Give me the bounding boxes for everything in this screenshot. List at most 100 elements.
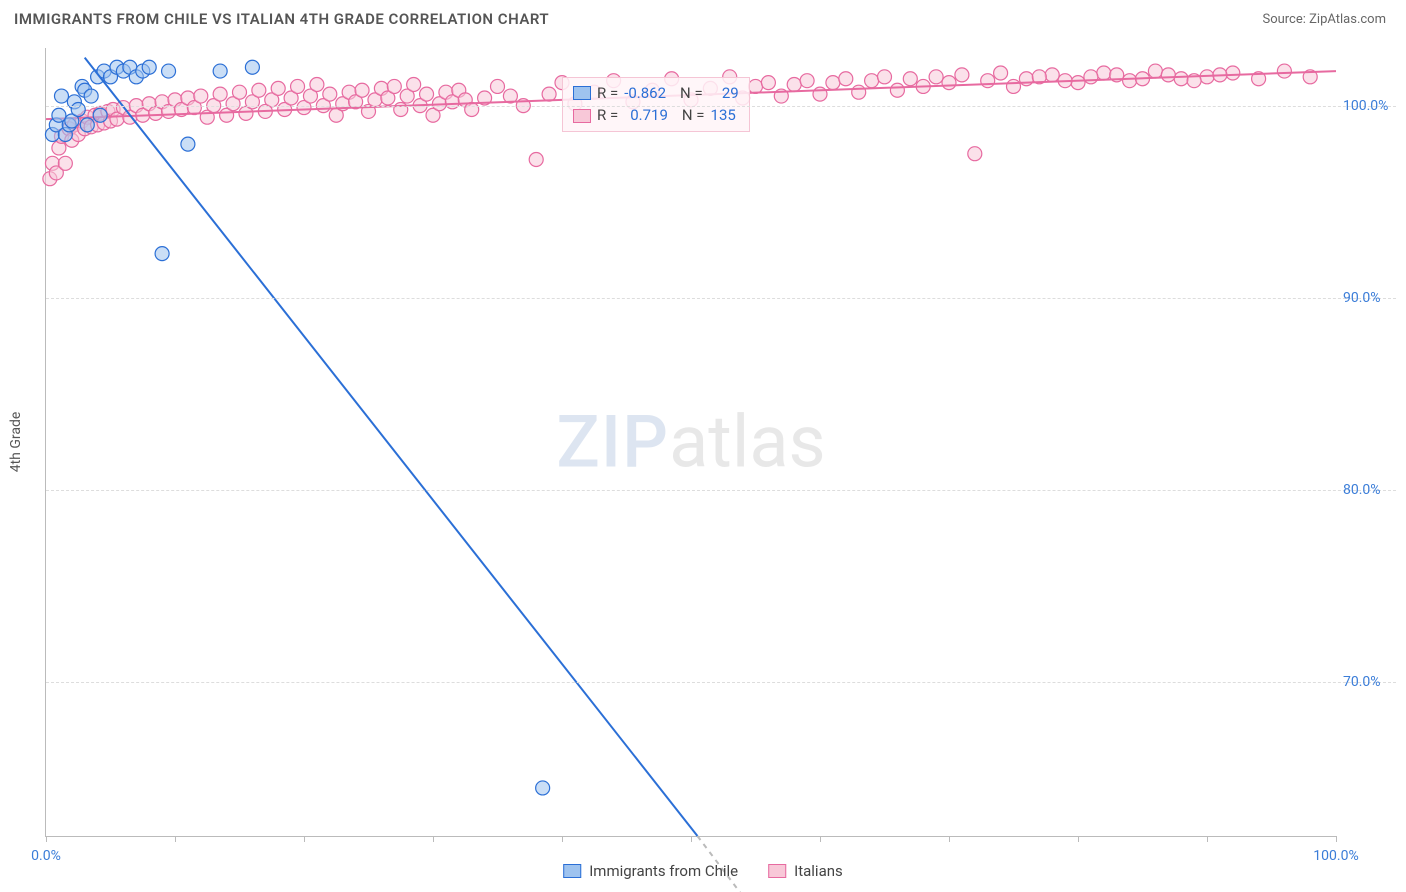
scatter-point bbox=[54, 89, 68, 103]
scatter-point bbox=[826, 76, 840, 90]
scatter-point bbox=[213, 87, 227, 101]
swatch-pink bbox=[573, 109, 591, 123]
scatter-point bbox=[994, 66, 1008, 80]
y-tick-label: 80.0% bbox=[1343, 482, 1398, 498]
scatter-point bbox=[181, 137, 195, 151]
gridline bbox=[46, 106, 1396, 107]
scatter-point bbox=[890, 83, 904, 97]
scatter-point bbox=[942, 76, 956, 90]
n-value-italians: 135 bbox=[711, 104, 736, 127]
legend-item-italians: Italians bbox=[768, 862, 843, 880]
scatter-point bbox=[491, 79, 505, 93]
scatter-point bbox=[252, 83, 266, 97]
r-label: R = bbox=[597, 82, 618, 105]
x-tick bbox=[46, 836, 47, 842]
scatter-point bbox=[155, 247, 169, 261]
swatch-blue bbox=[573, 86, 591, 100]
scatter-point bbox=[787, 78, 801, 92]
scatter-point bbox=[529, 152, 543, 166]
scatter-point bbox=[800, 74, 814, 88]
r-value-chile: -0.862 bbox=[624, 82, 666, 105]
x-tick bbox=[1207, 836, 1208, 842]
scatter-point bbox=[142, 60, 156, 74]
scatter-point bbox=[194, 89, 208, 103]
y-tick-label: 100.0% bbox=[1343, 98, 1398, 114]
scatter-point bbox=[387, 79, 401, 93]
swatch-blue bbox=[563, 864, 581, 878]
x-tick-label: 100.0% bbox=[1313, 848, 1358, 864]
scatter-point bbox=[420, 87, 434, 101]
scatter-point bbox=[233, 85, 247, 99]
scatter-point bbox=[1148, 64, 1162, 78]
y-tick-label: 70.0% bbox=[1343, 674, 1398, 690]
scatter-point bbox=[1007, 79, 1021, 93]
chart-container: 4th Grade ZIPatlas R = -0.862 N = 29 R =… bbox=[45, 48, 1336, 837]
gridline bbox=[46, 298, 1396, 299]
scatter-point bbox=[1123, 74, 1137, 88]
plot-svg bbox=[46, 48, 1336, 836]
legend-label-italians: Italians bbox=[794, 862, 843, 880]
scatter-point bbox=[839, 72, 853, 86]
scatter-point bbox=[1097, 66, 1111, 80]
legend-label-chile: Immigrants from Chile bbox=[589, 862, 738, 880]
legend-row-italians: R = 0.719 N = 135 bbox=[573, 104, 739, 127]
scatter-point bbox=[93, 108, 107, 122]
scatter-point bbox=[536, 781, 550, 795]
scatter-point bbox=[291, 79, 305, 93]
swatch-pink bbox=[768, 864, 786, 878]
scatter-point bbox=[407, 78, 421, 92]
scatter-point bbox=[245, 60, 259, 74]
scatter-point bbox=[1226, 66, 1240, 80]
scatter-point bbox=[1174, 72, 1188, 86]
scatter-point bbox=[1071, 76, 1085, 90]
n-label: N = bbox=[682, 104, 705, 127]
trend-line bbox=[85, 58, 698, 836]
scatter-point bbox=[213, 64, 227, 78]
scatter-point bbox=[955, 68, 969, 82]
scatter-point bbox=[1084, 70, 1098, 84]
y-tick-label: 90.0% bbox=[1343, 290, 1398, 306]
n-value-chile: 29 bbox=[709, 82, 739, 105]
scatter-point bbox=[84, 89, 98, 103]
n-label: N = bbox=[680, 82, 703, 105]
x-tick bbox=[1336, 836, 1337, 842]
r-value-italians: 0.719 bbox=[630, 104, 668, 127]
scatter-point bbox=[749, 79, 763, 93]
legend-item-chile: Immigrants from Chile bbox=[563, 862, 738, 880]
scatter-point bbox=[58, 156, 72, 170]
scatter-point bbox=[865, 74, 879, 88]
x-tick-label: 0.0% bbox=[31, 848, 61, 864]
scatter-point bbox=[981, 74, 995, 88]
scatter-point bbox=[903, 72, 917, 86]
plot-area: 4th Grade ZIPatlas R = -0.862 N = 29 R =… bbox=[45, 48, 1336, 837]
scatter-point bbox=[1161, 68, 1175, 82]
scatter-point bbox=[271, 81, 285, 95]
scatter-point bbox=[310, 78, 324, 92]
r-label: R = bbox=[597, 104, 618, 127]
scatter-point bbox=[162, 64, 176, 78]
x-tick bbox=[433, 836, 434, 842]
gridline bbox=[46, 490, 1396, 491]
chart-title: IMMIGRANTS FROM CHILE VS ITALIAN 4TH GRA… bbox=[14, 10, 549, 28]
scatter-point bbox=[968, 147, 982, 161]
scatter-point bbox=[394, 103, 408, 117]
scatter-point bbox=[929, 70, 943, 84]
x-tick bbox=[175, 836, 176, 842]
x-tick bbox=[949, 836, 950, 842]
scatter-point bbox=[355, 83, 369, 97]
x-tick bbox=[1078, 836, 1079, 842]
scatter-point bbox=[1277, 64, 1291, 78]
scatter-point bbox=[761, 76, 775, 90]
scatter-point bbox=[852, 85, 866, 99]
scatter-point bbox=[80, 118, 94, 132]
x-tick bbox=[691, 836, 692, 842]
scatter-point bbox=[542, 87, 556, 101]
legend-row-chile: R = -0.862 N = 29 bbox=[573, 82, 739, 105]
scatter-point bbox=[323, 87, 337, 101]
scatter-point bbox=[1045, 68, 1059, 82]
x-tick bbox=[820, 836, 821, 842]
scatter-point bbox=[465, 103, 479, 117]
x-tick bbox=[562, 836, 563, 842]
x-tick bbox=[304, 836, 305, 842]
source-label: Source: ZipAtlas.com bbox=[1262, 12, 1386, 27]
